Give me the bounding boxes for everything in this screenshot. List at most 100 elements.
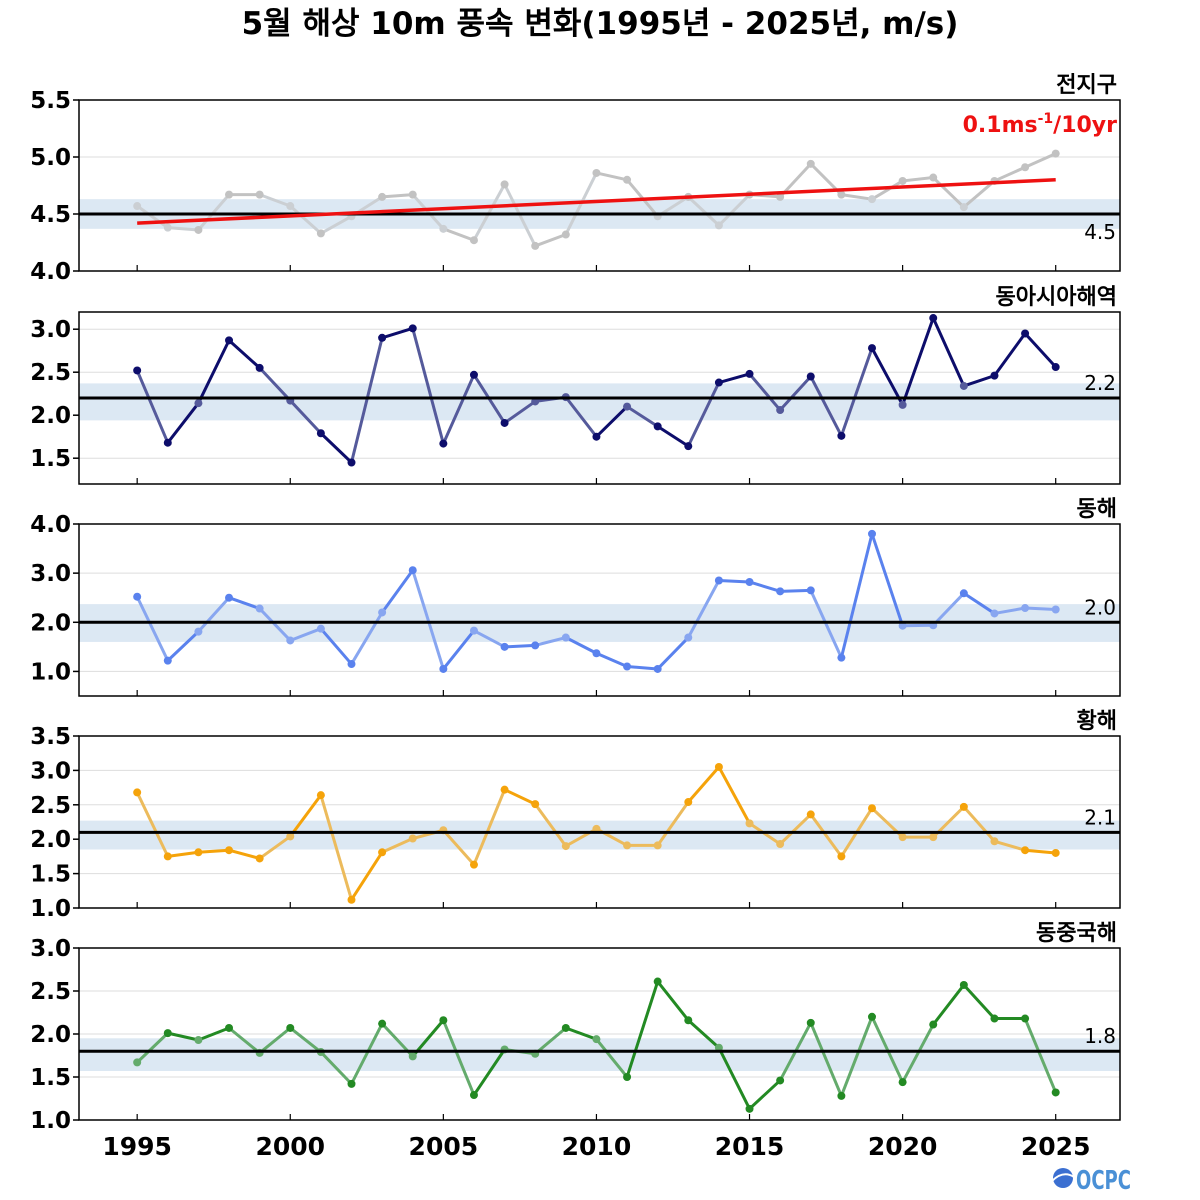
data-point [469, 370, 478, 379]
series-segment [472, 629, 507, 649]
trend-label-main: 0.1ms [963, 113, 1038, 138]
series-segment [962, 179, 996, 209]
data-point [898, 176, 907, 185]
series-segment [135, 204, 170, 230]
y-tick-label: 2.5 [30, 793, 71, 819]
series-segment [748, 1078, 782, 1111]
data-point [439, 664, 448, 673]
series-segment [196, 848, 231, 854]
series-segment [656, 800, 690, 847]
x-tick-label: 2000 [255, 1132, 325, 1161]
series-segment [319, 627, 353, 666]
data-point [347, 660, 356, 669]
data-point [745, 1104, 754, 1113]
data-point [745, 369, 754, 378]
region-label: 동아시아해역 [996, 285, 1117, 310]
series-segment [625, 980, 660, 1079]
series-segment [227, 848, 262, 860]
series-segment [870, 1015, 905, 1084]
baseline-value-label: 4.5 [1084, 220, 1116, 244]
series-segment [441, 629, 476, 671]
series-segment [288, 627, 323, 642]
series-line [133, 529, 1060, 673]
series-segment [656, 424, 690, 448]
plot-frame [78, 99, 1121, 272]
series-segment [533, 802, 568, 848]
logo-swoosh-icon [1051, 1173, 1075, 1182]
series-segment [1023, 606, 1058, 612]
baseline-value-label: 2.2 [1084, 371, 1116, 395]
data-point [163, 438, 172, 447]
series-segment [503, 788, 537, 806]
data-point [837, 190, 846, 199]
series-segment [196, 193, 231, 232]
data-point [714, 221, 723, 230]
data-point [347, 458, 356, 467]
data-point [408, 566, 417, 575]
series-segment [870, 179, 905, 201]
series-segment [1023, 848, 1058, 855]
y-tick-label: 2.5 [30, 360, 71, 386]
series-segment [686, 381, 721, 448]
series-segment [962, 983, 996, 1021]
series-segment [931, 983, 966, 1027]
series-segment [656, 636, 690, 671]
data-point [806, 810, 815, 819]
data-point [990, 837, 999, 846]
data-point [225, 190, 234, 199]
data-point [163, 1029, 172, 1038]
data-point [561, 633, 570, 642]
data-point [776, 192, 785, 201]
data-point [531, 800, 540, 809]
series-segment [901, 1023, 935, 1084]
data-point [806, 159, 815, 168]
normal-range-band [79, 820, 1120, 850]
data-point [347, 895, 356, 904]
data-point [561, 1023, 570, 1032]
series-segment [717, 193, 752, 227]
data-point [990, 609, 999, 618]
series-segment [809, 375, 843, 438]
data-point [163, 852, 172, 861]
data-point [776, 406, 785, 415]
series-segment [380, 837, 415, 854]
series-segment [717, 579, 752, 584]
baseline-value-label: 2.0 [1084, 595, 1116, 619]
data-point [225, 336, 234, 345]
data-point [347, 1079, 356, 1088]
data-point [745, 577, 754, 586]
data-point [133, 366, 142, 375]
chart-panels: 0.1ms-1/10yr4.54.04.55.05.5전지구2.21.52.02… [30, 73, 1121, 1134]
series-segment [227, 1026, 262, 1055]
data-point [776, 1076, 785, 1085]
x-axis: 1995 2000 2005 2010 2015 2020 2025 [102, 1132, 1090, 1161]
series-segment [656, 980, 690, 1022]
series-segment [135, 790, 170, 858]
series-segment [564, 395, 598, 439]
normal-range-band [79, 383, 1120, 421]
data-point [714, 378, 723, 387]
data-point [316, 229, 325, 238]
data-point [500, 418, 509, 427]
data-point [531, 241, 540, 250]
plot-frame [78, 735, 1121, 909]
y-tick-label: 4.5 [30, 202, 71, 228]
data-point [133, 788, 142, 797]
series-segment [196, 338, 231, 405]
series-segment [441, 828, 476, 867]
series-segment [533, 233, 568, 248]
y-tick-label: 4.0 [30, 259, 71, 285]
data-point [500, 785, 509, 794]
data-point [959, 589, 968, 598]
data-point [194, 848, 203, 857]
series-segment [686, 579, 721, 640]
data-point [837, 653, 846, 662]
series-segment [319, 431, 353, 464]
data-point [867, 344, 876, 353]
series-segment [441, 227, 476, 242]
y-tick-label: 1.0 [30, 1108, 71, 1134]
y-tick-label: 3.0 [30, 317, 71, 343]
data-point [225, 846, 234, 855]
data-point [408, 834, 417, 843]
data-point [653, 841, 662, 850]
